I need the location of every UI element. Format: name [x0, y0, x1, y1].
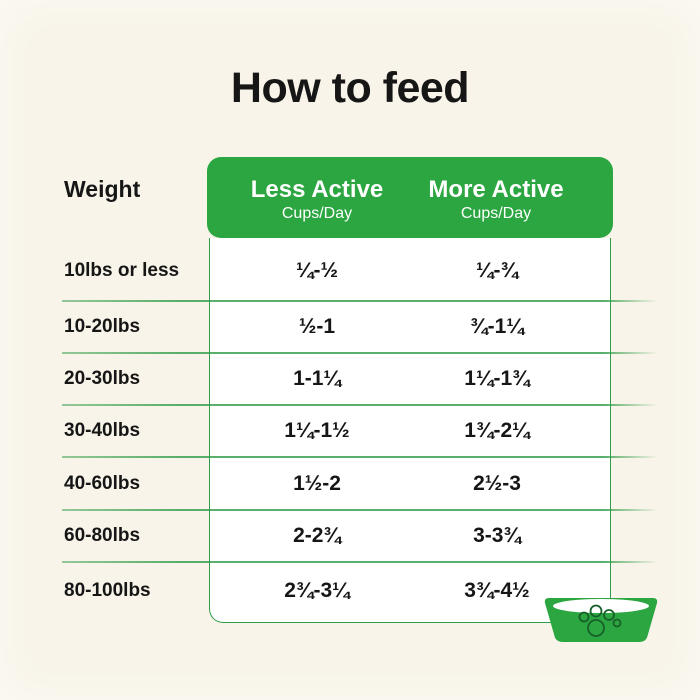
less-active-value: 2-2¾ [293, 524, 341, 547]
more-active-value: ¾-1¼ [470, 315, 524, 338]
table-row: 80-100lbs 2¾-3¼ 3¾-4½ [0, 562, 700, 620]
row-divider [62, 300, 658, 302]
more-active-value: 1¾-2¼ [464, 419, 530, 442]
row-weight-label: 30-40lbs [64, 420, 141, 441]
more-active-value: ¼-¾ [475, 258, 519, 282]
more-active-value: 2½-3 [473, 471, 521, 495]
table-body-panel [209, 238, 611, 623]
less-active-value: 1¼-1½ [284, 419, 350, 442]
table-row: 30-40lbs 1¼-1½ 1¾-2¼ [0, 405, 700, 457]
less-active-value: 1-1¼ [293, 367, 341, 390]
less-active-value: 1½-2 [293, 471, 341, 495]
column-title: Less Active [250, 176, 384, 203]
table-row: 60-80lbs 2-2¾ 3-3¾ [0, 510, 700, 562]
row-weight-label: 60-80lbs [64, 525, 141, 546]
more-active-value: 3-3¾ [473, 524, 521, 547]
table-row: 10-20lbs ½-1 ¾-1¼ [0, 301, 700, 353]
row-divider [62, 456, 658, 458]
dog-bowl-with-paw-print-icon [544, 598, 658, 642]
weight-column-header: Weight [64, 176, 141, 202]
table-header-bar: Less Active Cups/Day More Active Cups/Da… [207, 157, 613, 238]
more-active-value: 3¾-4½ [464, 579, 530, 602]
column-header-less-active: Less Active Cups/Day [251, 157, 384, 240]
table-row: 40-60lbs 1½-2 2½-3 [0, 457, 700, 510]
table-row: 20-30lbs 1-1¼ 1¼-1¾ [0, 353, 700, 405]
table-row: 10lbs or less ¼-½ ¼-¾ [0, 240, 700, 301]
less-active-value: ½-1 [298, 315, 336, 338]
row-weight-label: 80-100lbs [64, 580, 151, 601]
row-divider [62, 352, 658, 354]
column-title: More Active [428, 176, 564, 203]
row-weight-label: 20-30lbs [64, 368, 141, 389]
more-active-value: 1¼-1¾ [464, 367, 530, 390]
bowl-opening [553, 599, 649, 613]
paw-print-icon [578, 604, 622, 637]
column-subtitle: Cups/Day [281, 205, 353, 222]
row-weight-label: 10lbs or less [64, 259, 180, 281]
row-divider [62, 404, 658, 406]
row-divider [62, 509, 658, 511]
row-weight-label: 10-20lbs [64, 316, 141, 337]
column-subtitle: Cups/Day [460, 205, 532, 222]
row-weight-label: 40-60lbs [64, 472, 141, 494]
row-divider [62, 561, 658, 563]
less-active-value: ¼-½ [295, 258, 339, 282]
less-active-value: 2¾-3¼ [284, 579, 350, 602]
column-header-more-active: More Active Cups/Day [428, 157, 563, 240]
page-title: How to feed [230, 64, 470, 112]
